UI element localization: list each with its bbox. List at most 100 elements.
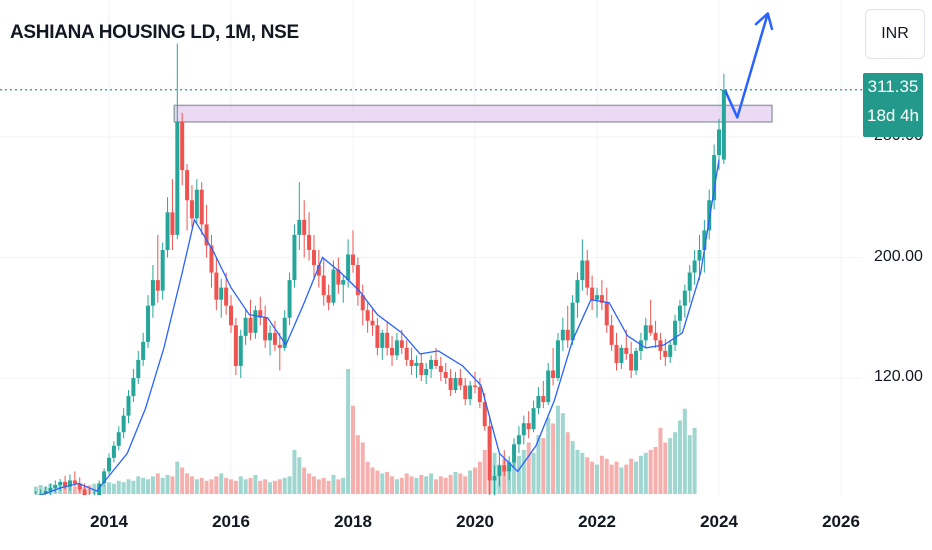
candle-body [482,402,487,427]
volume-bar [575,449,580,494]
volume-bar [468,470,473,494]
candle-body [165,212,170,250]
volume-bar [243,479,248,494]
candle-body [380,332,385,348]
candle-body [263,317,268,341]
candle-body [302,219,307,235]
candle-body [512,444,517,463]
candle-body [692,260,697,273]
candle-body [63,481,68,487]
currency-button[interactable]: INR [865,9,925,59]
volume-bar [648,449,653,494]
candle-body [399,340,404,348]
candle-body [67,480,72,487]
candle-body [53,484,58,488]
candle-body [419,362,424,375]
candle-body [150,280,155,306]
time-tick-label: 2026 [822,512,860,531]
volume-bar [268,482,273,494]
volume-bar [565,432,570,494]
volume-bar [253,474,258,494]
candle-body [443,371,448,378]
volume-bar [541,438,546,494]
candle-body [131,378,136,397]
chart-area[interactable] [0,0,862,495]
volume-bar [146,479,151,494]
volume-bar [653,446,658,494]
projection-arrow-head [754,12,774,31]
candle-body [292,234,297,281]
volume-bar [638,455,643,494]
time-axis[interactable]: 2014 2016 2018 2020 2022 2024 2026 [0,495,862,550]
volume-bar [463,476,468,494]
candle-body [365,310,370,321]
candle-body [38,493,43,495]
candle-body [712,155,717,201]
time-tick-label: 2022 [578,512,616,531]
candle-body [316,265,321,276]
volume-bar [375,470,380,494]
volume-bar [560,413,565,494]
candle-body [697,249,702,261]
volume-bar [355,435,360,494]
candle-body [219,287,224,300]
volume-bar [248,477,253,494]
candle-body [492,475,497,481]
candle-body [82,489,87,495]
volume-bar [165,474,170,494]
volume-bar [302,467,307,494]
candle-body [394,340,399,356]
price-tick-label: 120.00 [874,368,923,385]
volume-bar [92,483,97,494]
volume-bar [643,452,648,494]
candle-body [477,387,482,403]
volume-bar [604,458,609,494]
volume-bar [458,473,463,494]
candle-body [663,350,668,357]
candle-body [155,280,160,291]
volume-bar [116,480,121,494]
volume-bar [677,420,682,494]
candle-body [390,347,395,356]
volume-bar [580,452,585,494]
last-price-badge: 311.35 18d 4h [863,73,923,137]
volume-bar [590,461,595,494]
candles[interactable] [34,43,726,495]
candle-body [624,347,629,354]
candle-body [146,305,151,342]
candle-body [97,483,102,495]
candle-body [609,325,614,345]
candle-body [497,465,502,476]
candle-body [336,269,341,285]
projection-arrow[interactable] [723,12,774,119]
volume-bar [570,441,575,494]
candle-body [48,487,53,491]
volume-bar [399,477,404,494]
volume-bar [102,485,107,494]
volume-bar [668,438,673,494]
candle-body [409,359,414,366]
candle-body [448,378,453,391]
candle-body [531,408,536,430]
volume-bar [107,482,111,494]
candle-body [326,295,331,303]
volume-bar [189,476,194,494]
symbol-title[interactable]: ASHIANA HOUSING LD, 1M, NSE [10,22,299,43]
volume-bar [546,417,551,494]
candle-body [341,280,346,285]
candle-body [717,129,721,156]
candle-body [199,189,204,225]
volume-bar [185,473,190,494]
candle-body [707,200,712,231]
candle-body [595,295,599,300]
resistance-zone[interactable] [173,104,773,123]
volume-bar [111,483,116,494]
volume-bar [551,423,556,494]
volume-bar [429,473,434,494]
volume-bar [404,473,409,494]
candle-body [224,287,229,306]
candle-body [414,362,419,366]
volume-bar [131,480,136,494]
volume-bar [204,480,209,494]
price-chart[interactable] [0,0,862,495]
